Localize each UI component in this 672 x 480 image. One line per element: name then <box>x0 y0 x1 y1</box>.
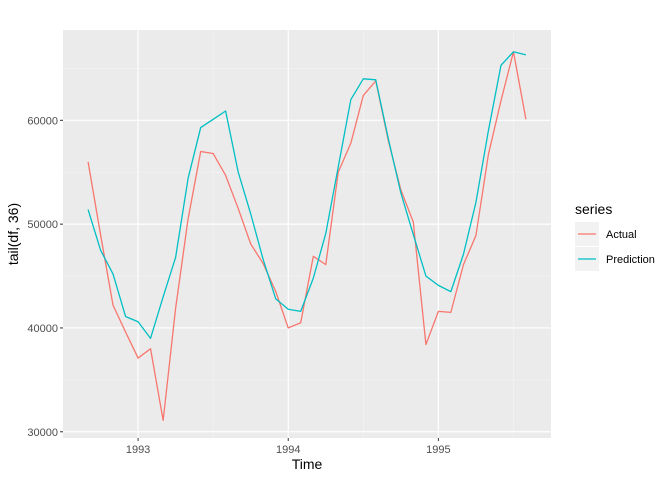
x-tick-label: 1994 <box>276 444 300 456</box>
series-line-prediction <box>87 51 527 339</box>
y-axis: 30000 40000 50000 60000 <box>27 115 63 439</box>
major-gridlines <box>63 30 551 438</box>
y-tick-label: 50000 <box>27 219 58 231</box>
series-lines <box>87 51 527 422</box>
x-tick-label: 1995 <box>426 444 450 456</box>
y-tick-label: 30000 <box>27 427 58 439</box>
legend: series Actual Prediction <box>575 201 655 271</box>
y-tick-label: 60000 <box>27 115 58 127</box>
x-axis: 1993 1994 1995 <box>126 438 451 456</box>
legend-title: series <box>575 201 612 217</box>
x-axis-title: Time <box>292 456 323 472</box>
y-axis-title: tail(df, 36) <box>5 203 21 265</box>
legend-label-actual: Actual <box>606 229 637 241</box>
y-tick-label: 40000 <box>27 323 58 335</box>
plot-panel <box>63 30 551 438</box>
series-line-actual <box>87 51 527 422</box>
minor-gridlines <box>63 30 551 438</box>
legend-label-prediction: Prediction <box>606 254 655 266</box>
x-tick-label: 1993 <box>126 444 150 456</box>
legend-items: Actual Prediction <box>575 222 655 271</box>
